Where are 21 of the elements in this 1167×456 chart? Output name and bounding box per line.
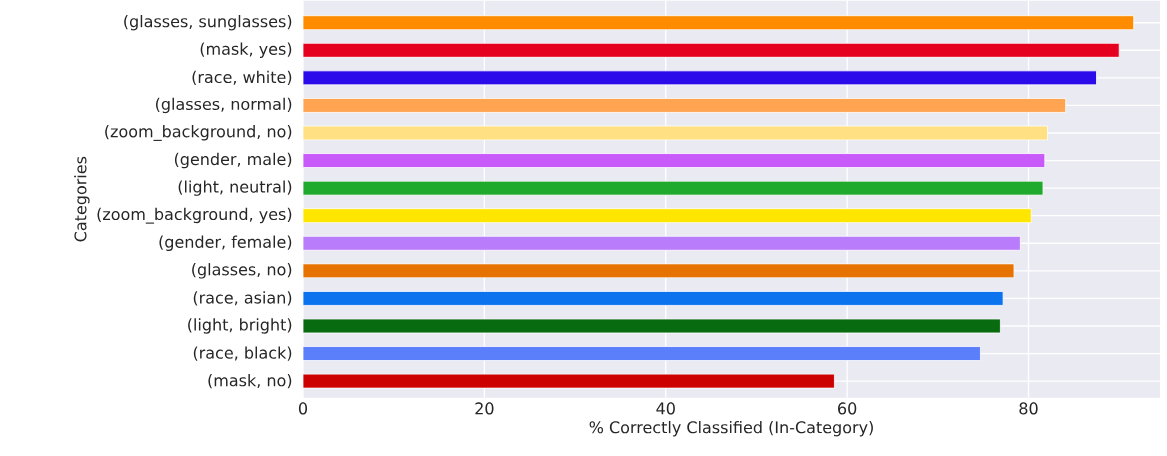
y-tick-label: (glasses, sunglasses) — [124, 15, 292, 31]
y-tick-label: (race, asian) — [193, 291, 292, 306]
x-tick-label: 0 — [298, 402, 308, 415]
y-tick-label: (glasses, no) — [192, 263, 292, 279]
x-tick-label: 80 — [1019, 402, 1038, 415]
x-tick-label: 20 — [475, 402, 494, 415]
y-tick-label: (race, white) — [192, 70, 292, 86]
y-tick-label: (mask, yes) — [200, 42, 292, 59]
y-tick-label: (zoom_background, yes) — [97, 207, 292, 224]
y-tick-label: (race, black) — [193, 346, 292, 361]
y-tick-label: (light, neutral) — [178, 180, 292, 197]
y-tick-label: (gender, female) — [159, 235, 292, 252]
x-axis-title: % Correctly Classified (In-Category) — [589, 421, 873, 437]
y-tick-label: (light, bright) — [188, 318, 292, 334]
y-tick-label: (zoom_background, no) — [105, 125, 292, 142]
y-tick-label: (gender, male) — [174, 153, 292, 169]
x-tick-label: 60 — [838, 402, 857, 415]
y-axis-title: Categories — [74, 157, 90, 242]
y-tick-label: (glasses, normal) — [156, 97, 292, 114]
x-tick-label: 40 — [656, 402, 675, 415]
y-tick-label: (mask, no) — [208, 374, 292, 389]
